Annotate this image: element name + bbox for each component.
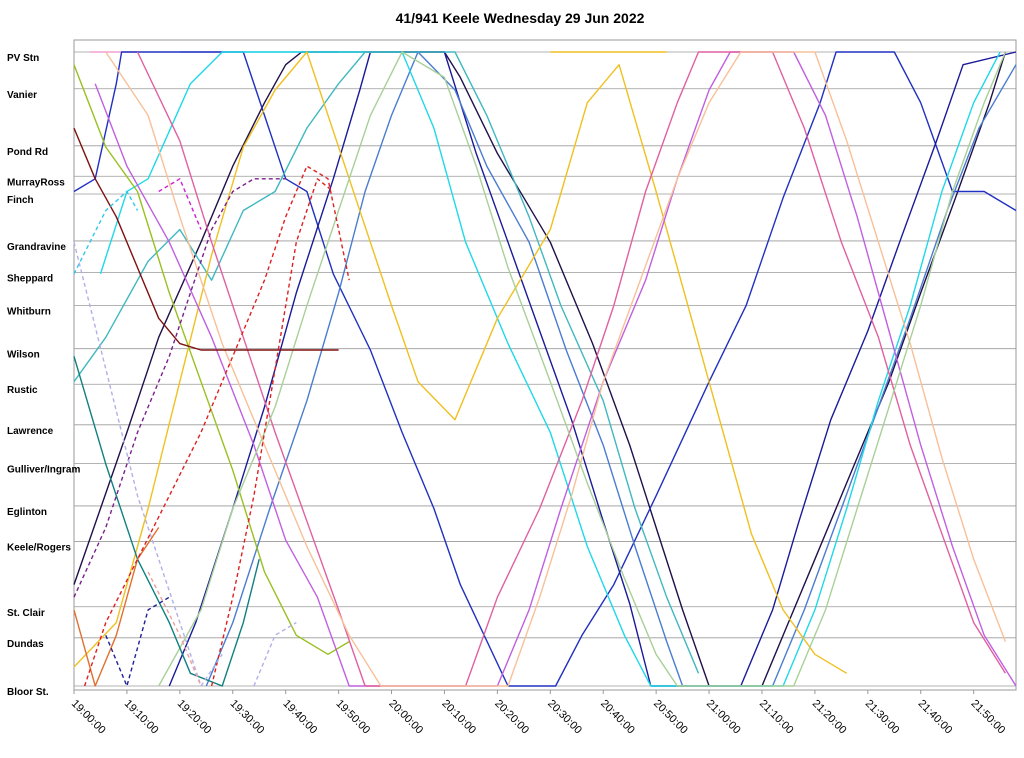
stop-labels: PV Stn Vanier Pond Rd MurrayRoss Finch Grandr… <box>7 53 80 698</box>
trip-line-22 <box>158 178 202 230</box>
trip-line-20 <box>73 178 286 598</box>
stop-label: Vanier <box>7 90 37 101</box>
trip-line-21 <box>105 596 170 687</box>
stop-label: Gulliver/Ingram <box>7 464 80 475</box>
x-tick-label: 19:20:00 <box>175 698 214 737</box>
trip-line-24 <box>73 242 223 687</box>
stop-label: Wilson <box>7 350 40 361</box>
x-tick-label: 20:40:00 <box>598 698 637 737</box>
trip-line-16 <box>73 356 260 687</box>
trip-line-9 <box>73 51 848 674</box>
x-tick-label: 19:30:00 <box>228 698 267 737</box>
x-tick-label: 19:40:00 <box>281 698 320 737</box>
trip-lines <box>73 51 1017 687</box>
x-tick-label: 20:20:00 <box>492 698 531 737</box>
trip-line-15 <box>73 127 339 351</box>
x-tick-label: 21:50:00 <box>969 698 1008 737</box>
trip-line-10 <box>73 64 350 655</box>
trip-line-25 <box>253 621 297 687</box>
stop-label: St. Clair <box>7 608 45 619</box>
x-tick-label: 20:50:00 <box>651 698 690 737</box>
trip-line-26 <box>147 571 202 687</box>
stop-label: Whitburn <box>7 307 51 318</box>
stop-label: PV Stn <box>7 53 39 64</box>
trip-line-11 <box>94 51 1017 687</box>
stop-label: Keele/Rogers <box>7 542 71 553</box>
trip-line-23 <box>73 190 139 275</box>
stop-label: Sheppard <box>7 274 53 285</box>
trip-line-18 <box>83 165 350 687</box>
trip-line-7 <box>99 51 1001 687</box>
stop-label: Lawrence <box>7 426 54 437</box>
x-tick-label: 20:10:00 <box>439 698 478 737</box>
stop-label: Rustic <box>7 385 38 396</box>
trip-line-17 <box>73 527 160 687</box>
stop-label: Finch <box>7 195 34 206</box>
chart-title: 41/941 Keele Wednesday 29 Jun 2022 <box>396 10 645 26</box>
x-tick-label: 19:10:00 <box>122 698 161 737</box>
stop-label: MurrayRoss <box>7 177 65 188</box>
trip-line-8 <box>73 51 700 674</box>
trip-line-14 <box>158 51 1007 687</box>
stop-label: Bloor St. <box>7 687 49 698</box>
x-tick-label: 20:00:00 <box>386 698 425 737</box>
x-tick-label: 21:10:00 <box>757 698 796 737</box>
trip-line-13 <box>105 51 1007 687</box>
x-tick-label: 21:40:00 <box>916 698 955 737</box>
trip-line-19 <box>210 178 334 687</box>
x-tick-label: 21:30:00 <box>863 698 902 737</box>
trip-line-3 <box>73 51 1007 687</box>
time-tick-labels: 19:00:00 19:10:00 19:20:00 19:30:00 19:40:00… <box>69 690 1007 736</box>
stop-label: Dundas <box>7 639 44 650</box>
x-tick-label: 19:00:00 <box>69 698 108 737</box>
x-tick-label: 21:00:00 <box>704 698 743 737</box>
x-tick-label: 20:30:00 <box>545 698 584 737</box>
plot-frame <box>73 39 1017 691</box>
stop-label: Pond Rd <box>7 147 48 158</box>
stop-label: Grandravine <box>7 242 66 253</box>
trip-line-6 <box>205 51 1017 687</box>
trip-line-12 <box>136 51 1006 687</box>
trip-line-5 <box>168 51 1017 687</box>
x-tick-label: 21:20:00 <box>810 698 849 737</box>
x-tick-label: 19:50:00 <box>333 698 372 737</box>
stop-label: Eglinton <box>7 507 47 518</box>
